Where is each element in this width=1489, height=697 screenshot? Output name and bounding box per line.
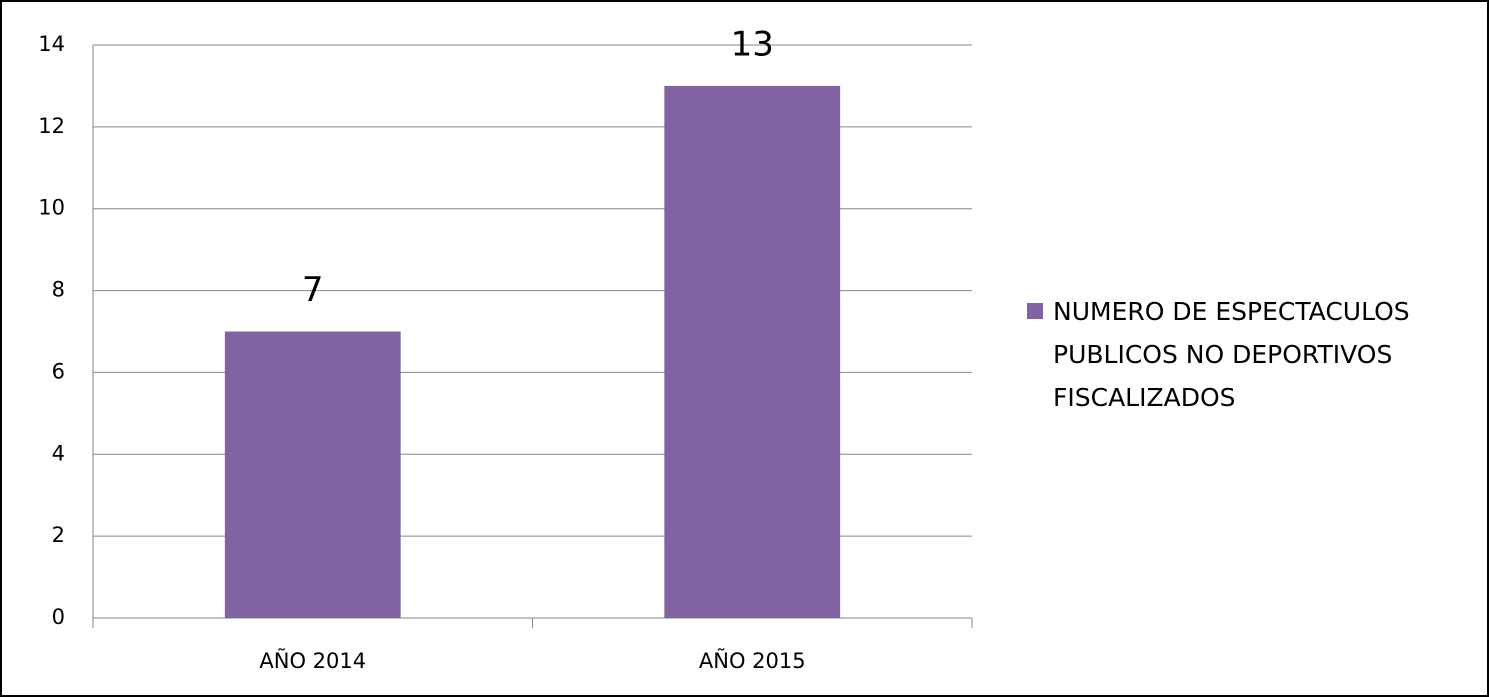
- legend-label: NUMERO DE ESPECTACULOS PUBLICOS NO DEPOR…: [1053, 297, 1410, 412]
- bar: [224, 331, 401, 618]
- y-tick-label: 8: [52, 278, 65, 302]
- y-tick-label: 6: [52, 359, 65, 383]
- x-tick-label: AÑO 2014: [259, 647, 366, 673]
- y-tick-label: 14: [38, 32, 65, 56]
- y-tick-label: 2: [52, 523, 65, 547]
- legend-swatch: [1027, 303, 1043, 319]
- y-tick-label: 0: [52, 605, 65, 629]
- y-tick-label: 12: [38, 114, 65, 138]
- x-tick-label: AÑO 2015: [699, 647, 806, 673]
- y-tick-label: 10: [38, 196, 65, 220]
- y-tick-label: 4: [52, 441, 65, 465]
- data-label: 13: [731, 24, 774, 64]
- data-label: 7: [302, 270, 324, 310]
- bar: [664, 85, 841, 618]
- legend: NUMERO DE ESPECTACULOS PUBLICOS NO DEPOR…: [1027, 290, 1467, 419]
